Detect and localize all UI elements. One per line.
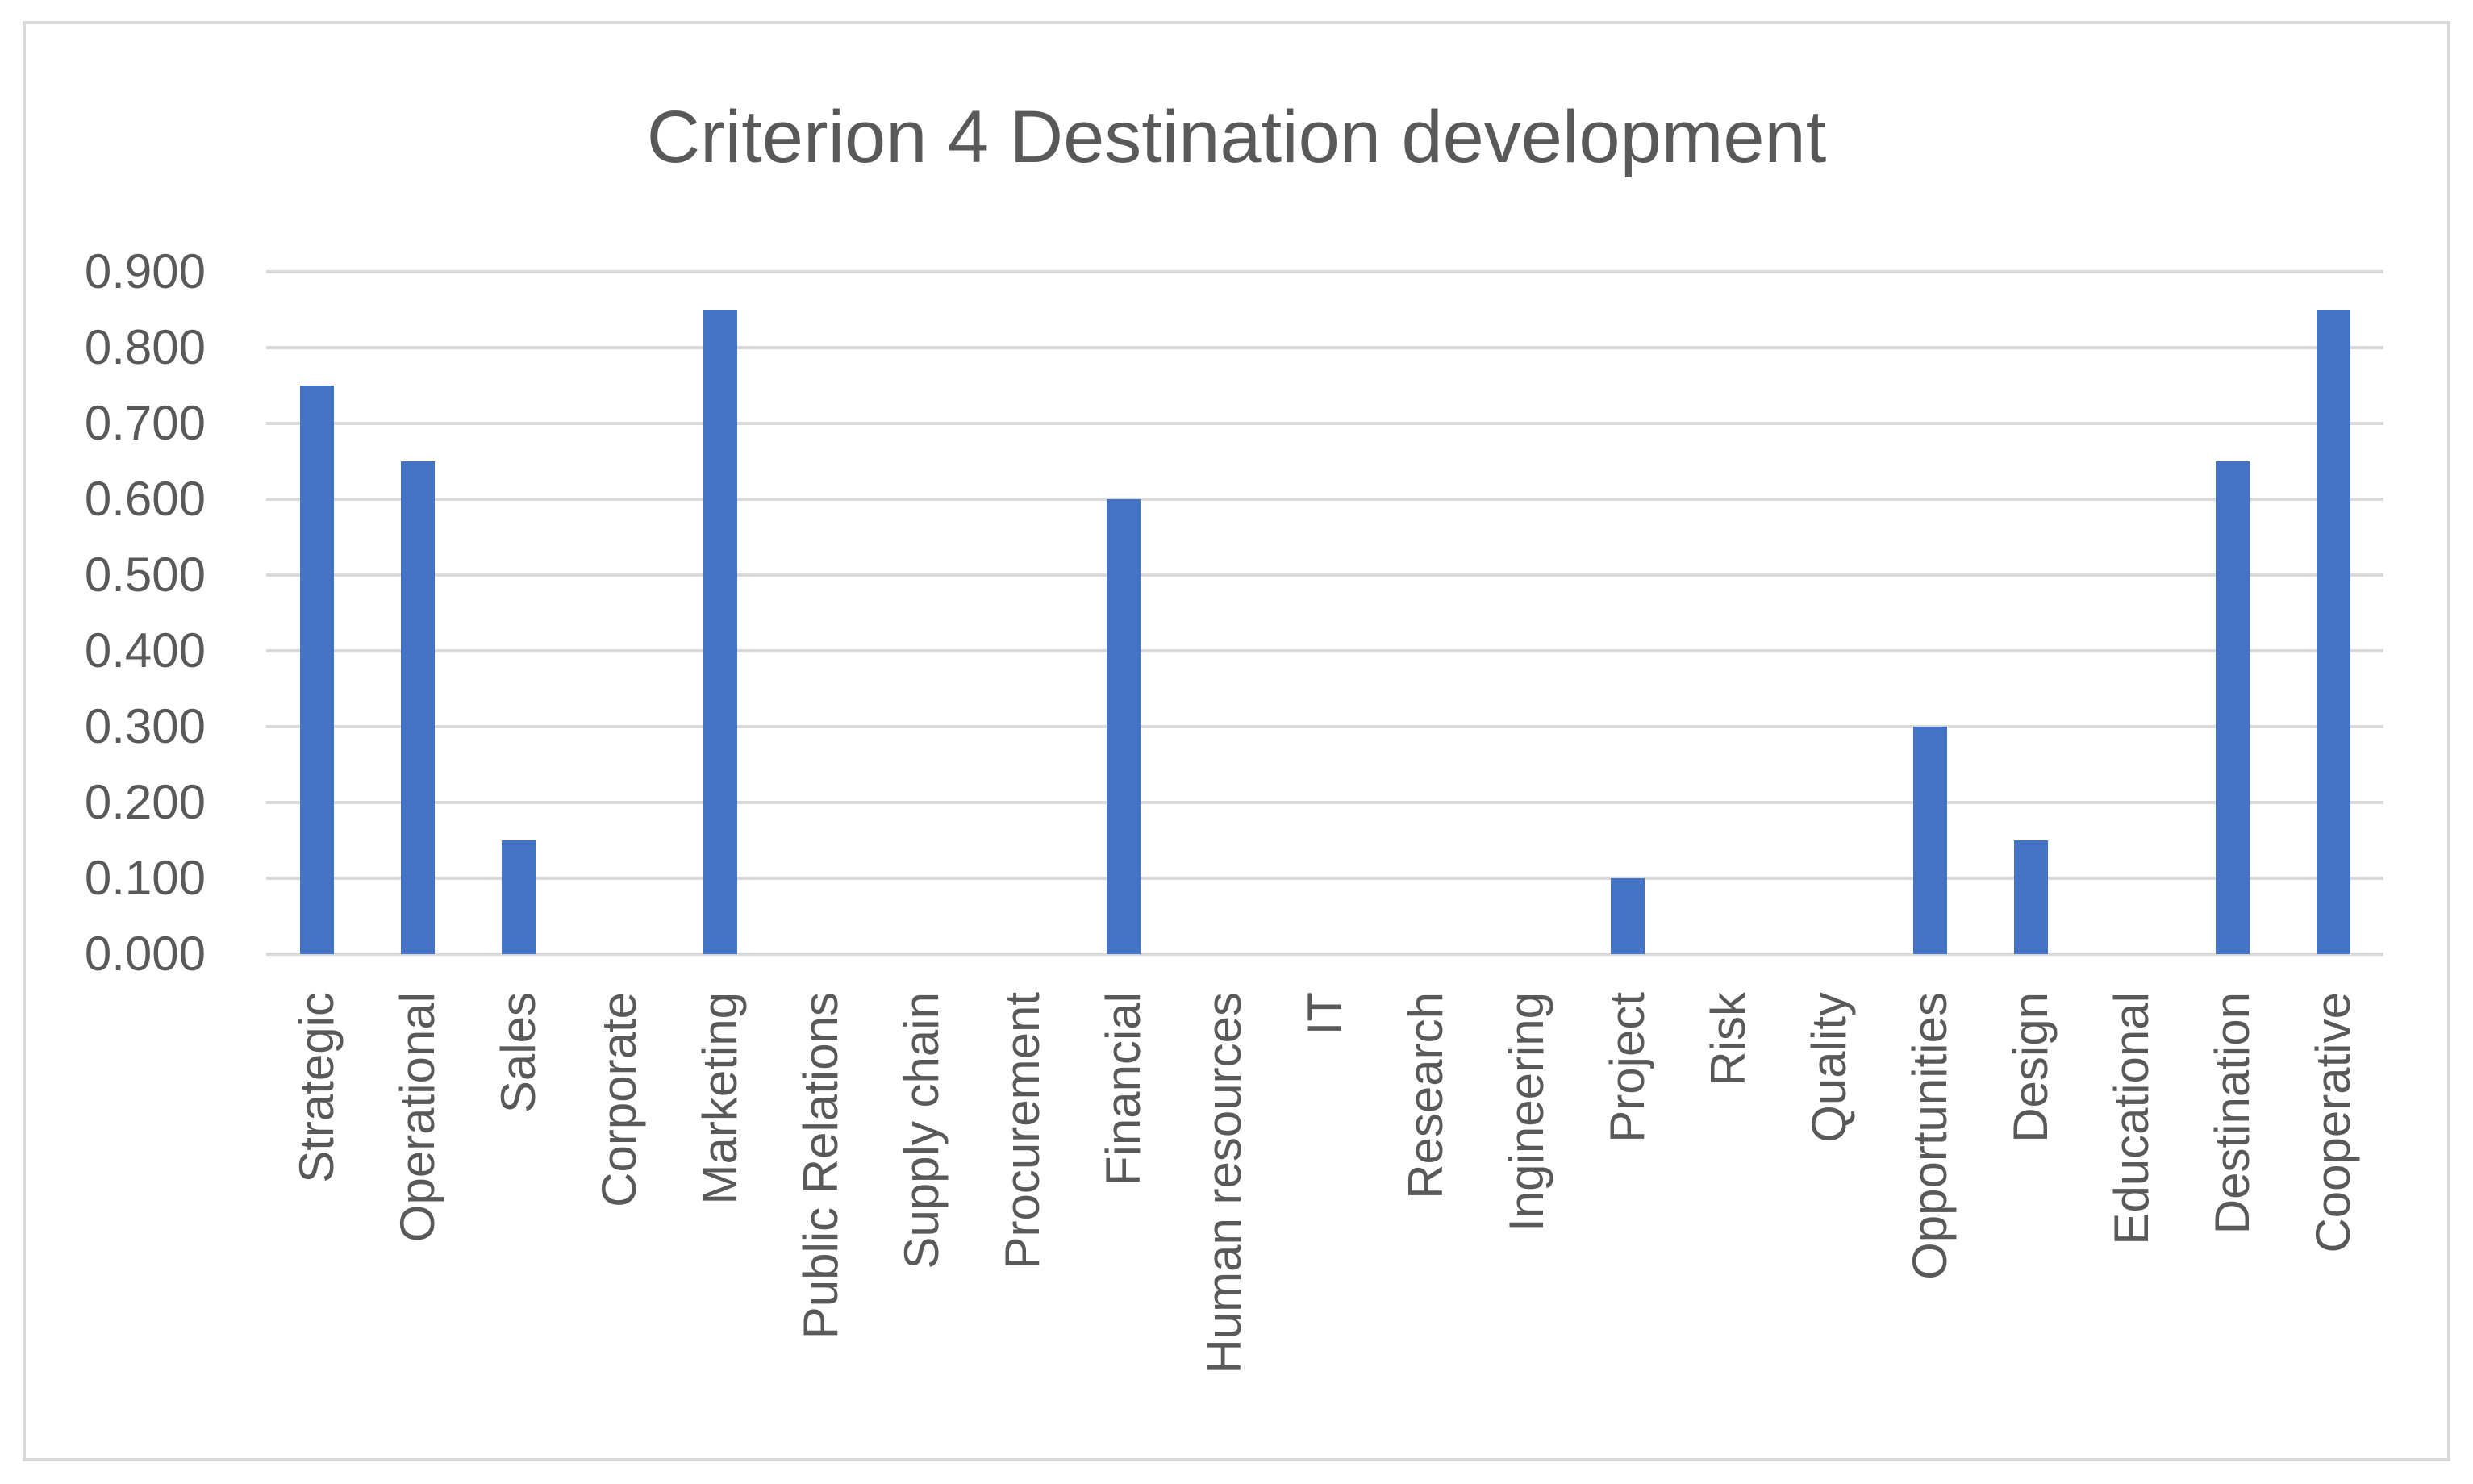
x-axis-category-label: Corporate	[592, 992, 646, 1207]
y-axis-tick-label: 0.800	[84, 320, 206, 374]
x-axis-category-label: Opportunities	[1903, 992, 1957, 1280]
x-label-cell: Quality	[1779, 992, 1879, 1458]
x-axis-category-label: Strategic	[290, 992, 344, 1183]
x-axis-category-label: Research	[1399, 992, 1453, 1199]
gridline	[266, 725, 2383, 728]
x-label-cell: Design	[1980, 992, 2081, 1458]
gridline	[266, 270, 2383, 273]
x-label-cell: Destination	[2182, 992, 2283, 1458]
gridline	[266, 346, 2383, 349]
gridline	[266, 498, 2383, 501]
x-axis-category-labels: Strategic Operational Sales Corporate Market…	[266, 992, 2383, 1458]
x-axis-category-label: Quality	[1802, 992, 1856, 1143]
x-label-cell: Ingineering	[1476, 992, 1577, 1458]
x-axis-category-label: Project	[1600, 992, 1654, 1143]
x-label-cell: Corporate	[569, 992, 669, 1458]
x-axis-category-label: Risk	[1701, 992, 1755, 1086]
bar-cooperative	[2316, 310, 2350, 954]
x-label-cell: Public Relations	[770, 992, 871, 1458]
bar-sales	[501, 840, 536, 954]
x-label-cell: Human resources	[1174, 992, 1274, 1458]
x-label-cell: Operational	[367, 992, 468, 1458]
bar-project	[1610, 878, 1645, 954]
x-axis-category-label: Financial	[1096, 992, 1150, 1186]
y-axis-tick-label: 0.700	[84, 396, 206, 450]
bar-financial	[1106, 499, 1141, 954]
x-label-cell: Risk	[1678, 992, 1779, 1458]
bar-operational	[400, 461, 435, 954]
x-axis-category-label: Cooperative	[2306, 992, 2360, 1253]
x-axis-category-label: Ingineering	[1499, 992, 1553, 1232]
chart-title: Criterion 4 Destination development	[646, 96, 1827, 178]
x-axis-category-label: Educational	[2104, 992, 2158, 1245]
gridline	[266, 877, 2383, 880]
y-axis-tick-label: 0.000	[84, 927, 206, 981]
plot-area: 0.900 0.800 0.700 0.600 0.500 0.400 0.300 0.200…	[85, 244, 2383, 1374]
x-axis-category-label: IT	[1298, 992, 1352, 1036]
chart-frame: Criterion 4 Destination development 0.90…	[23, 21, 2450, 1461]
x-axis-category-label: Sales	[491, 992, 545, 1114]
x-label-cell: Opportunities	[1879, 992, 1980, 1458]
x-axis-category-label: Public Relations	[794, 992, 848, 1340]
x-axis-category-label: Operational	[390, 992, 444, 1243]
bar-destination	[2215, 461, 2250, 954]
x-label-cell: Financial	[1073, 992, 1174, 1458]
bar-strategic	[299, 386, 334, 954]
bar-opportunities	[1912, 727, 1947, 954]
gridline	[266, 801, 2383, 804]
x-label-cell: Sales	[468, 992, 569, 1458]
x-label-cell: Cooperative	[2283, 992, 2383, 1458]
x-axis-category-label: Marketing	[693, 992, 747, 1205]
bar-marketing	[703, 310, 737, 954]
x-axis-category-label: Design	[2004, 992, 2058, 1143]
x-axis-category-label: Human resources	[1197, 992, 1251, 1374]
x-label-cell: Project	[1577, 992, 1678, 1458]
x-label-cell: Strategic	[266, 992, 367, 1458]
x-label-cell: Procurement	[972, 992, 1073, 1458]
x-label-cell: Educational	[2081, 992, 2182, 1458]
x-axis-category-label: Destination	[2205, 992, 2259, 1235]
y-axis-tick-label: 0.900	[84, 244, 206, 298]
gridline	[266, 422, 2383, 425]
x-axis-category-label: Procurement	[995, 992, 1049, 1269]
y-axis-tick-label: 0.200	[84, 775, 206, 829]
x-label-cell: Research	[1375, 992, 1476, 1458]
x-label-cell: IT	[1274, 992, 1375, 1458]
gridline	[266, 573, 2383, 577]
y-axis-tick-label: 0.600	[84, 472, 206, 526]
x-label-cell: Marketing	[669, 992, 770, 1458]
x-label-cell: Supply chain	[871, 992, 972, 1458]
gridline	[266, 953, 2383, 956]
gridline	[266, 649, 2383, 652]
x-axis-category-label: Supply chain	[895, 992, 949, 1269]
bar-design	[2013, 840, 2048, 954]
y-axis-tick-label: 0.100	[84, 851, 206, 905]
y-axis-tick-label: 0.500	[84, 548, 206, 602]
y-axis-tick-label: 0.300	[84, 699, 206, 753]
y-axis-tick-label: 0.400	[84, 623, 206, 677]
